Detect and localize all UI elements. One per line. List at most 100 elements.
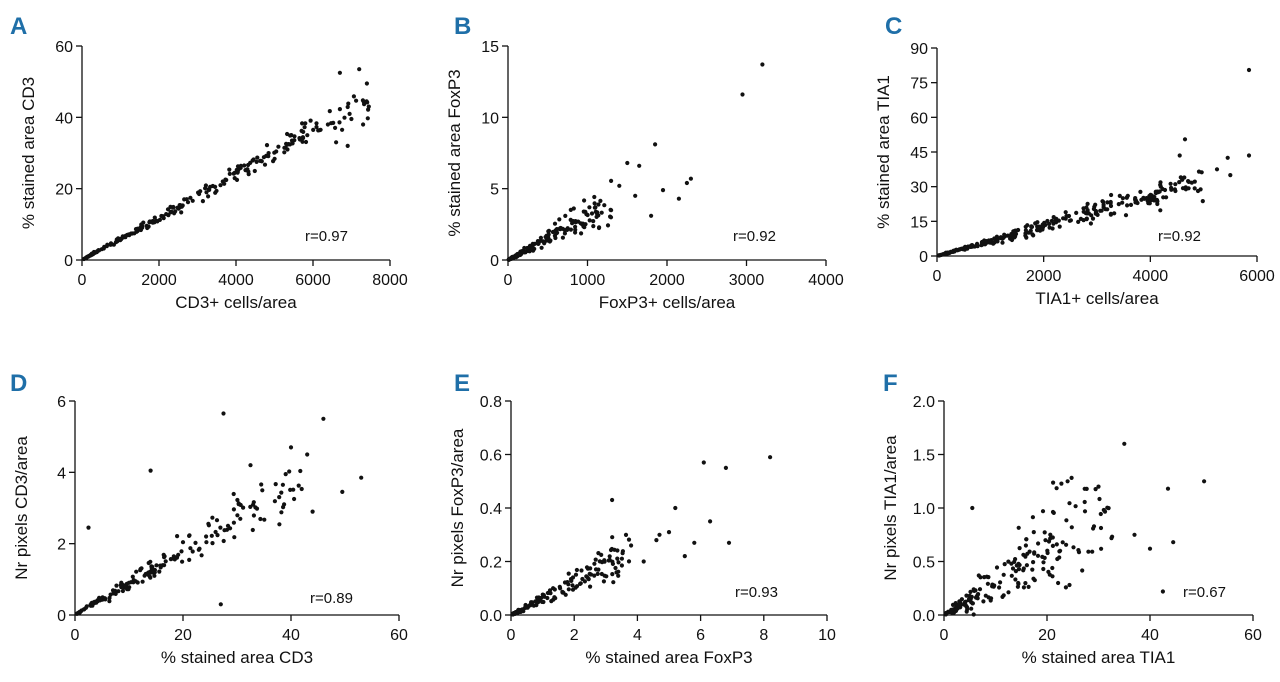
x-axis-title: % stained area CD3 [161, 648, 313, 667]
data-point [157, 569, 162, 574]
data-point [1009, 232, 1014, 237]
data-point [629, 543, 634, 548]
data-point [582, 225, 587, 230]
data-point [1084, 205, 1089, 210]
data-point [573, 227, 578, 232]
data-point [160, 214, 166, 219]
data-point [234, 177, 240, 182]
data-point [1065, 479, 1070, 484]
data-point [214, 188, 219, 193]
data-point [566, 582, 571, 587]
data-point [145, 225, 150, 231]
data-point [964, 593, 969, 598]
data-point [978, 575, 983, 580]
data-point [197, 191, 202, 197]
data-point [1109, 192, 1114, 198]
data-point [285, 147, 290, 152]
data-point [994, 565, 1000, 570]
data-point [1180, 186, 1186, 191]
data-point [587, 218, 592, 223]
data-point [264, 153, 269, 158]
data-point [1035, 553, 1041, 558]
data-point [1161, 195, 1166, 200]
data-point [235, 497, 240, 503]
data-point [578, 581, 583, 587]
data-point [1046, 539, 1052, 544]
data-point [1091, 526, 1096, 531]
data-point [614, 570, 619, 575]
panel-b: B 0 1000 2000 3000 4000 0 5 10 15 FoxP3+ cells/are… [445, 13, 844, 312]
panel-a: A 0 2000 4000 6000 8000 0 20 40 60 CD3+ cells/area… [10, 13, 408, 312]
data-point [597, 559, 602, 564]
data-point [593, 557, 598, 562]
data-point [236, 502, 241, 507]
data-point [1016, 580, 1021, 586]
data-point [1041, 566, 1046, 572]
data-point [254, 159, 259, 164]
data-point [610, 561, 616, 567]
data-point [596, 202, 601, 207]
x-tick-label: 2000 [1026, 268, 1062, 285]
data-point [1016, 227, 1021, 233]
data-point [516, 608, 521, 613]
data-point [152, 573, 157, 578]
data-point [280, 482, 285, 487]
x-tick-label: 4000 [1133, 268, 1169, 285]
data-point [531, 248, 536, 253]
data-point [180, 540, 186, 545]
data-point [238, 516, 243, 521]
panel-e: E 0 2 4 6 8 10 0.0 0.2 0.4 0.6 0.8 % stained area Fo… [448, 370, 836, 667]
y-tick-label: 2 [57, 537, 66, 554]
x-tick-label: 60 [1244, 627, 1262, 644]
data-point [1040, 223, 1045, 228]
data-point [162, 555, 167, 560]
x-axis-title: % stained area TIA1 [1022, 648, 1176, 667]
data-point [592, 201, 597, 206]
data-point [264, 143, 270, 148]
data-point [1035, 228, 1040, 233]
data-point [251, 513, 256, 518]
data-point [1200, 199, 1205, 204]
data-point [351, 94, 356, 99]
data-point [140, 579, 145, 584]
data-point [1023, 581, 1028, 586]
data-point [126, 587, 131, 592]
data-point [1086, 549, 1091, 554]
data-point [340, 127, 345, 132]
data-point [314, 124, 319, 130]
data-point [611, 580, 616, 585]
data-point [654, 538, 659, 543]
data-point [1049, 218, 1054, 223]
data-point [596, 567, 601, 572]
data-point [1225, 155, 1230, 160]
data-point [1147, 546, 1153, 551]
x-tick-label: 8 [759, 627, 768, 644]
data-point [185, 200, 191, 205]
data-point [554, 227, 560, 232]
data-point [605, 223, 611, 228]
data-point [1000, 240, 1005, 245]
data-point [146, 572, 151, 578]
data-point [149, 565, 154, 571]
data-point [726, 540, 732, 545]
panel-letter: C [885, 13, 902, 40]
data-point [302, 125, 307, 130]
data-point [94, 249, 99, 255]
data-point [1125, 203, 1130, 208]
y-tick-label: 30 [910, 180, 928, 197]
data-point [991, 241, 996, 246]
data-point [971, 587, 976, 592]
correlation-annotation: r=0.92 [733, 228, 776, 245]
data-point [337, 107, 342, 112]
data-point [342, 115, 347, 120]
data-point [91, 251, 96, 256]
data-point [299, 128, 304, 133]
data-point [78, 609, 84, 614]
y-tick-label: 0.2 [480, 555, 502, 572]
data-point [560, 235, 566, 240]
y-tick-label: 0.4 [480, 501, 502, 518]
data-point [209, 533, 214, 538]
data-point [214, 518, 220, 523]
data-point [299, 486, 304, 492]
data-point [548, 591, 553, 596]
